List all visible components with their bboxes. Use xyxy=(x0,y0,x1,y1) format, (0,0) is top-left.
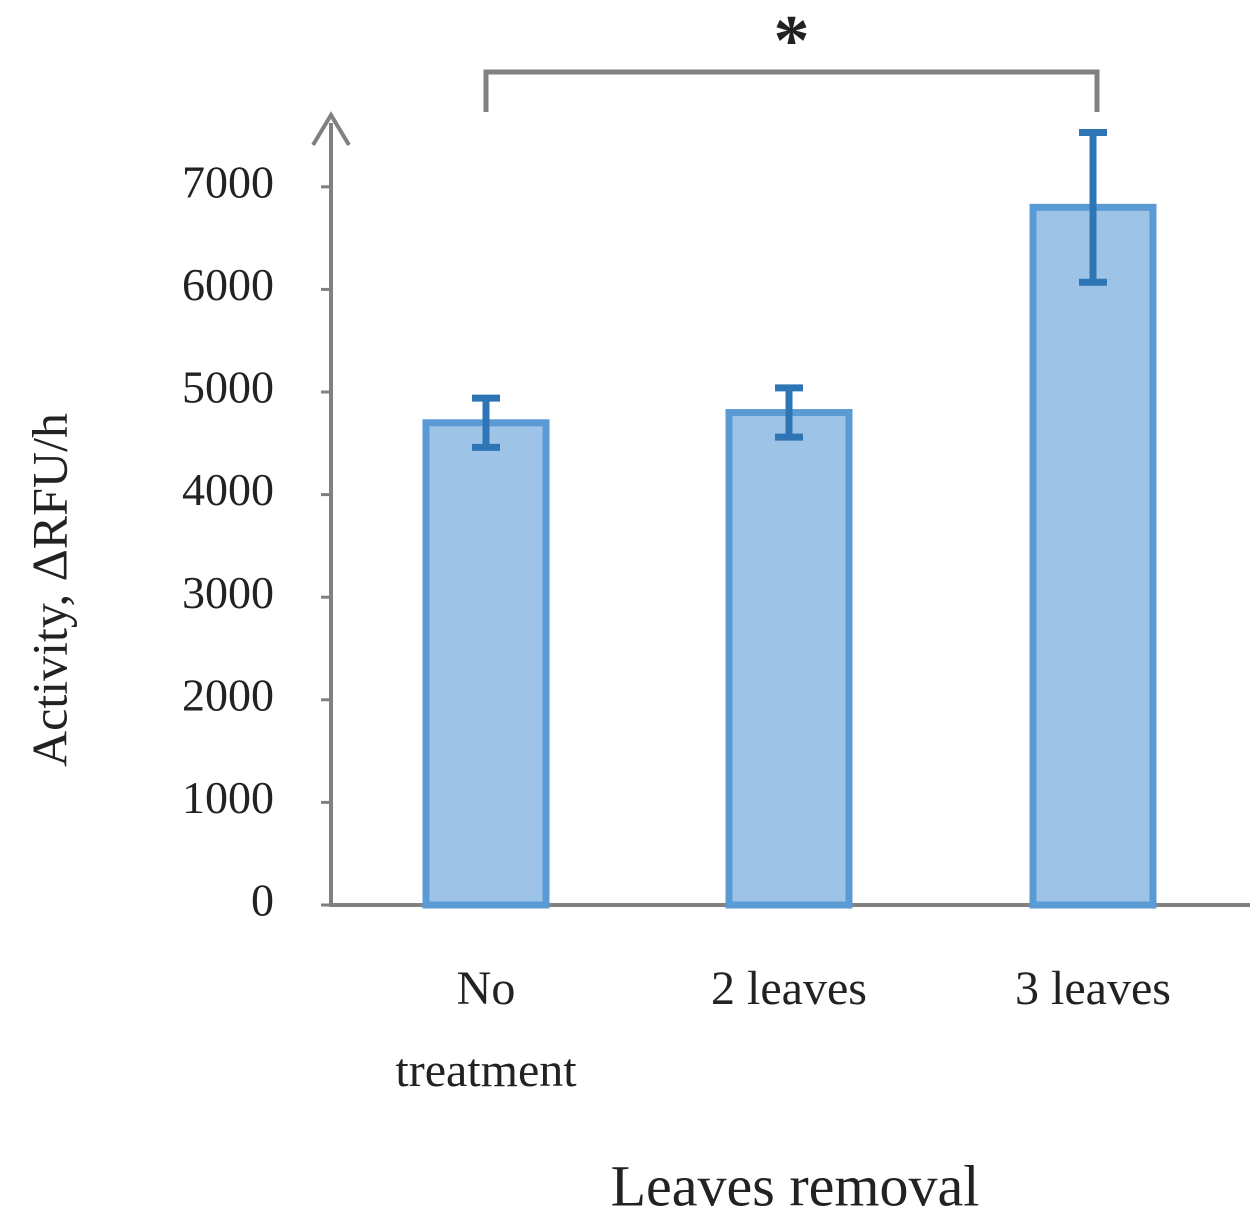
y-tick-label: 2000 xyxy=(182,669,274,720)
bar xyxy=(725,409,853,909)
y-axis-label: Activity, ΔRFU/h xyxy=(21,413,77,767)
y-axis-arrow xyxy=(311,111,351,147)
y-tick-label: 7000 xyxy=(182,156,274,207)
x-tick-label: 2 leaves xyxy=(711,962,867,1015)
error-bar xyxy=(775,384,803,441)
y-tick-label: 3000 xyxy=(182,567,274,618)
x-axis-label: Leaves removal xyxy=(611,1153,980,1218)
bar xyxy=(422,419,550,909)
y-tick-label: 0 xyxy=(251,875,274,926)
error-bar xyxy=(472,394,500,451)
y-tick-label: 1000 xyxy=(182,772,274,823)
y-tick-label: 4000 xyxy=(182,464,274,515)
x-tick-label: No treatment xyxy=(395,962,577,1097)
y-tick-label: 5000 xyxy=(182,362,274,413)
significance-bracket xyxy=(483,69,1100,112)
x-tick-label: 3 leaves xyxy=(1015,962,1171,1015)
y-tick-label: 6000 xyxy=(182,259,274,310)
annotation: * xyxy=(774,1,810,81)
bar xyxy=(1029,203,1157,909)
error-bar xyxy=(1079,128,1107,286)
